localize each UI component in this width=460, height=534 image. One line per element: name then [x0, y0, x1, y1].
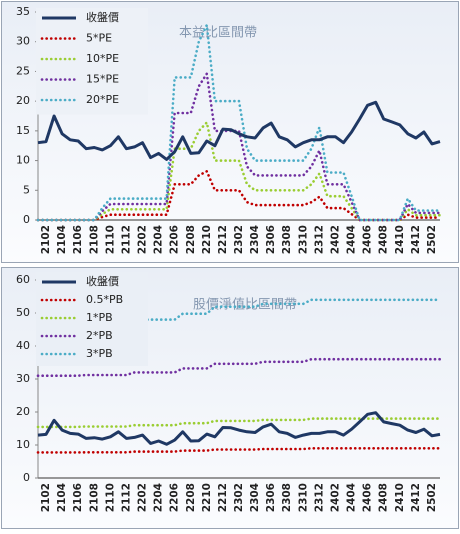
x-tick-label: 2202 [137, 483, 149, 512]
x-tick-label: 2110 [104, 483, 116, 512]
y-tick-label: 0 [23, 471, 30, 484]
y-tick-label: 40 [16, 339, 30, 352]
x-tick-label: 2210 [201, 483, 213, 512]
x-tick-label: 2208 [185, 483, 197, 512]
x-tick-label: 2304 [249, 483, 261, 512]
legend-label: 20*PE [86, 93, 119, 106]
x-tick-label: 2102 [40, 225, 52, 254]
x-tick-label: 2208 [185, 225, 197, 254]
series-line [37, 100, 441, 161]
x-tick-label: 2206 [169, 483, 181, 512]
x-tick-label: 2212 [217, 225, 229, 254]
legend-label: 2*PB [86, 329, 113, 342]
y-tick-label: 15 [16, 124, 30, 137]
legend-label: 0.5*PB [86, 293, 123, 306]
x-tick-label: 2306 [265, 483, 277, 512]
x-tick-label: 2104 [56, 483, 68, 512]
y-tick-label: 20 [16, 405, 30, 418]
x-tick-label: 2310 [297, 225, 309, 254]
x-tick-label: 2306 [265, 225, 277, 254]
y-tick-label: 25 [16, 64, 30, 77]
chart-title: 本益比區間帶 [179, 26, 257, 41]
x-tick-label: 2502 [426, 225, 438, 254]
x-tick-label: 2410 [394, 483, 406, 512]
x-tick-label: 2312 [313, 483, 325, 512]
x-tick-label: 2204 [153, 483, 165, 512]
x-tick-label: 2212 [217, 483, 229, 512]
x-tick-label: 2102 [40, 483, 52, 512]
y-tick-label: 5 [23, 183, 30, 196]
legend-box [36, 8, 148, 115]
x-tick-label: 2202 [137, 225, 149, 254]
y-tick-label: 30 [16, 372, 30, 385]
x-tick-label: 2112 [120, 225, 132, 254]
y-tick-label: 20 [16, 94, 30, 107]
legend-box [36, 272, 148, 366]
x-tick-label: 2412 [410, 225, 422, 254]
legend-label: 10*PE [86, 52, 119, 65]
x-tick-label: 2402 [329, 225, 341, 254]
series-line [36, 23, 442, 222]
legend-label: 收盤價 [86, 10, 119, 24]
x-tick-label: 2406 [362, 483, 374, 512]
x-tick-label: 2310 [297, 483, 309, 512]
legend-label: 收盤價 [86, 274, 119, 288]
y-tick-label: 30 [16, 35, 30, 48]
x-tick-label: 2204 [153, 225, 165, 254]
x-tick-label: 2308 [281, 483, 293, 512]
x-tick-label: 2104 [56, 225, 68, 254]
y-tick-label: 60 [16, 273, 30, 286]
x-tick-label: 2108 [88, 225, 100, 254]
x-tick-label: 2412 [410, 483, 422, 512]
x-tick-label: 2302 [233, 483, 245, 512]
series-line [36, 417, 442, 429]
x-tick-label: 2106 [72, 225, 84, 254]
series-line [36, 357, 442, 377]
x-tick-label: 2312 [313, 225, 325, 254]
legend-label: 3*PB [86, 347, 113, 360]
x-tick-label: 2404 [346, 483, 358, 512]
x-tick-label: 2206 [169, 225, 181, 254]
series-line [37, 411, 441, 446]
x-tick-label: 2408 [378, 483, 390, 512]
x-tick-label: 2112 [120, 483, 132, 512]
series-line [36, 447, 442, 454]
legend-label: 5*PE [86, 32, 112, 45]
x-tick-label: 2410 [394, 225, 406, 254]
x-tick-label: 2210 [201, 225, 213, 254]
x-tick-label: 2106 [72, 483, 84, 512]
y-tick-label: 0 [23, 213, 30, 226]
chart-title: 股價淨值比區間帶 [193, 297, 297, 313]
x-tick-label: 2402 [329, 483, 341, 512]
x-tick-label: 2308 [281, 225, 293, 254]
x-tick-label: 2110 [104, 225, 116, 254]
x-tick-label: 2108 [88, 483, 100, 512]
legend-label: 1*PB [86, 311, 113, 324]
x-tick-label: 2502 [426, 483, 438, 512]
x-tick-label: 2304 [249, 225, 261, 254]
y-tick-label: 50 [16, 306, 30, 319]
series-line [36, 72, 442, 222]
series-line [36, 298, 442, 326]
y-tick-label: 10 [16, 154, 30, 167]
legend-label: 15*PE [86, 73, 119, 86]
x-tick-label: 2408 [378, 225, 390, 254]
y-tick-label: 10 [16, 438, 30, 451]
x-tick-label: 2406 [362, 225, 374, 254]
x-tick-label: 2404 [346, 225, 358, 254]
x-tick-label: 2302 [233, 225, 245, 254]
y-tick-label: 35 [16, 5, 30, 18]
